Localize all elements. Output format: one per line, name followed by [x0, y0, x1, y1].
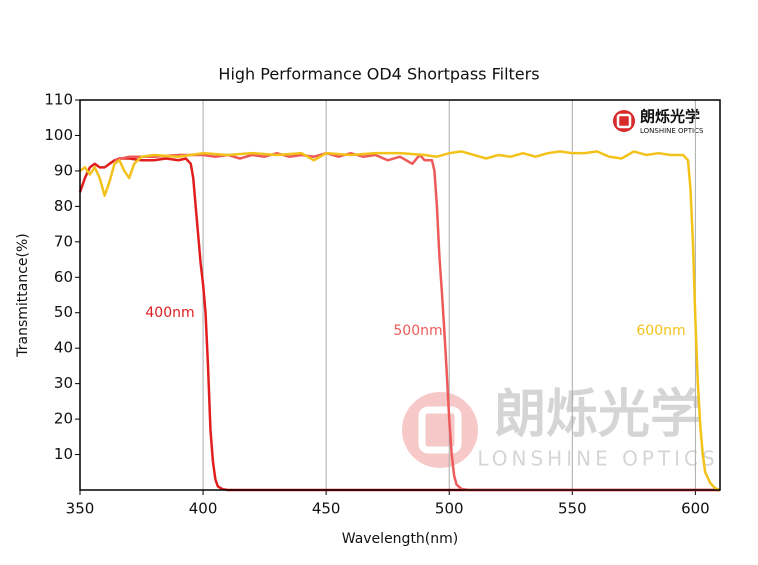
x-axis-label: Wavelength(nm)	[342, 531, 458, 547]
y-tick-label: 80	[54, 197, 73, 215]
y-axis-label: Transmittance(%)	[15, 233, 31, 358]
y-tick-label: 110	[44, 91, 73, 109]
series-line	[78, 157, 720, 492]
watermark-icon	[402, 392, 478, 468]
logo-icon	[616, 113, 632, 129]
x-tick-label: 450	[312, 500, 341, 518]
watermark-icon	[418, 406, 462, 454]
logo-icon	[613, 110, 635, 132]
y-tick-label: 20	[54, 410, 73, 428]
y-tick-label: 40	[54, 339, 73, 357]
series-line	[114, 151, 720, 492]
y-tick-label: 70	[54, 232, 73, 250]
chart-title: High Performance OD4 Shortpass Filters	[218, 65, 539, 84]
plot-frame	[79, 99, 721, 491]
series-line	[79, 150, 721, 492]
x-tick-label: 600	[681, 500, 710, 518]
y-tick-label: 50	[54, 303, 73, 321]
y-tick-label: 10	[54, 445, 73, 463]
series-label: 500nm	[393, 323, 442, 339]
watermark-brand-en: LONSHINE OPTICS	[477, 447, 718, 471]
y-tick-label: 100	[44, 126, 73, 144]
x-tick-label: 400	[189, 500, 218, 518]
series-label: 600nm	[636, 323, 685, 339]
x-tick-label: 500	[435, 500, 464, 518]
y-tick-label: 90	[54, 161, 73, 179]
series-label: 400nm	[145, 305, 194, 321]
logo-brand: 朗烁光学	[640, 108, 700, 126]
logo-brand-en: LONSHINE OPTICS	[640, 127, 704, 135]
x-tick-label: 550	[558, 500, 587, 518]
y-tick-label: 60	[54, 268, 73, 286]
logo: 朗烁光学 LONSHINE OPTICS	[613, 108, 704, 135]
x-tick-label: 350	[66, 500, 95, 518]
watermark: 朗烁光学 LONSHINE OPTICS	[402, 385, 718, 471]
watermark-brand: 朗烁光学	[494, 385, 702, 445]
y-tick-label: 30	[54, 374, 73, 392]
